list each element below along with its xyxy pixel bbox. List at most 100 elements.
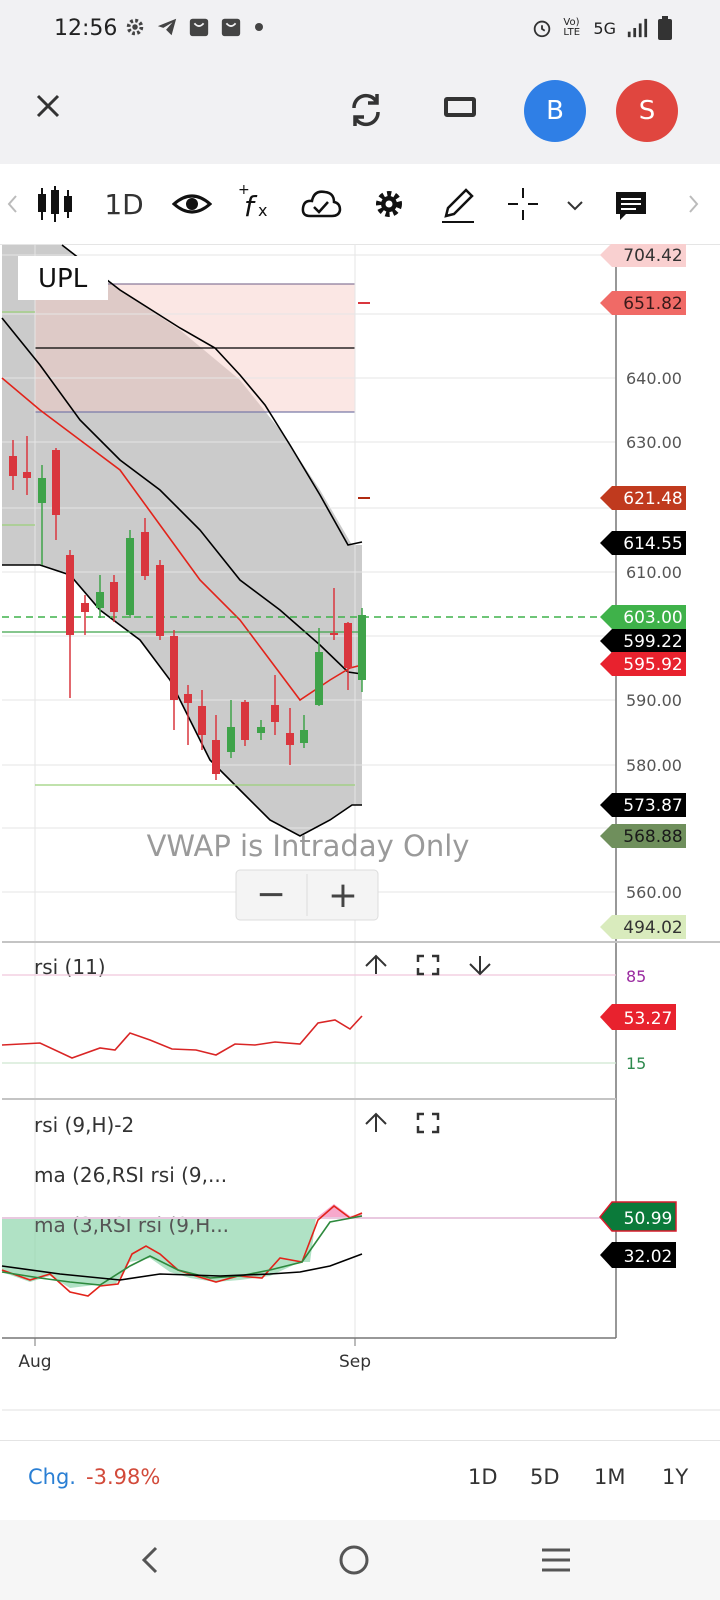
price-badge-label-9: 494.02 — [623, 918, 682, 938]
system-nav-bar — [0, 1520, 720, 1600]
price-badge-8 — [600, 824, 686, 848]
candle-body-17 — [257, 727, 265, 733]
close-icon[interactable] — [34, 92, 62, 120]
menu-icon[interactable] — [538, 1544, 574, 1576]
bollinger-lower — [2, 564, 362, 837]
price-tick-3: 590.00 — [626, 691, 682, 710]
range-1y[interactable]: 1Y — [662, 1465, 689, 1489]
price-grid — [2, 244, 616, 1338]
status-right-icons: Vo) LTE 5G — [531, 16, 672, 40]
price-badge-4 — [600, 605, 686, 629]
candle-body-24 — [358, 615, 366, 680]
bollinger-middle — [1, 317, 363, 675]
chart-canvas[interactable]: UPL 640.00 630.00 610.00 590.00 580.00 560.00… — [0, 243, 720, 1440]
x-label-aug: Aug — [18, 1352, 51, 1372]
back-icon[interactable] — [136, 1544, 162, 1576]
pencil-icon[interactable] — [440, 182, 476, 226]
price-badge-0 — [600, 243, 686, 267]
status-left-icons — [124, 16, 266, 38]
price-badge-label-6: 595.92 — [623, 655, 682, 675]
price-badge-label-7: 573.87 — [623, 796, 682, 816]
chevron-down-icon[interactable] — [564, 182, 586, 226]
crosshair-icon[interactable] — [506, 182, 540, 226]
refresh-icon[interactable] — [346, 90, 386, 130]
range-1m[interactable]: 1M — [594, 1465, 626, 1489]
chart-area[interactable]: UPL 640.00 630.00 610.00 590.00 580.00 560.00… — [0, 243, 720, 1440]
avatar-s[interactable]: S — [616, 80, 678, 142]
vwap-note: VWAP is Intraday Only — [147, 829, 470, 863]
change-value: -3.98% — [86, 1465, 161, 1489]
shopping-bag-icon — [189, 18, 209, 37]
expand-icon[interactable] — [416, 1112, 440, 1134]
gear-icon[interactable] — [372, 182, 406, 226]
moving-average-red — [1, 377, 363, 702]
network-label: Vo) LTE — [563, 17, 581, 38]
signal-icon — [627, 18, 648, 38]
avatar-b-letter: B — [546, 96, 564, 126]
price-badge-label-0: 704.42 — [623, 246, 682, 266]
home-icon[interactable] — [336, 1542, 372, 1578]
price-badges: 704.42 651.82 621.48 614.55 603.00 599.22 595.… — [600, 243, 686, 939]
zoom-out-button[interactable]: − — [256, 874, 286, 915]
bottom-info-bar: Chg. -3.98% 1D 5D 1M 1Y — [0, 1440, 720, 1521]
fx-icon[interactable]: +f x — [238, 182, 274, 226]
cloud-check-icon[interactable] — [300, 182, 342, 226]
gear-icon — [126, 18, 144, 36]
price-badge-label-8: 568.88 — [623, 827, 682, 847]
rsi-level-15: 15 — [626, 1054, 646, 1073]
candle-body-9 — [141, 532, 149, 576]
rsi2-pink-fill — [316, 1204, 362, 1218]
symbol-label: UPL — [38, 264, 88, 294]
candle-body-18 — [271, 705, 279, 722]
price-badge-7 — [600, 793, 686, 817]
price-tick-0: 640.00 — [626, 369, 682, 388]
eye-icon[interactable] — [172, 182, 212, 226]
expand-icon[interactable] — [416, 954, 440, 976]
candle-body-4 — [66, 555, 74, 635]
interval-button[interactable]: 1D — [104, 182, 144, 226]
candle-body-10 — [156, 565, 164, 636]
battery-icon — [658, 16, 672, 40]
app-top-bar: B S — [0, 62, 720, 165]
candle-body-15 — [227, 727, 235, 752]
avatar-b[interactable]: B — [524, 80, 586, 142]
chevron-right-icon[interactable] — [684, 182, 704, 226]
candle-body-5 — [81, 603, 89, 612]
rsi-value-text: 53.27 — [624, 1009, 673, 1029]
rsi2-green-badge: 50.99 — [599, 1201, 677, 1232]
price-badge-label-3: 614.55 — [623, 534, 682, 554]
window-toggle-icon[interactable] — [444, 97, 476, 117]
price-badge-label-5: 599.22 — [623, 632, 682, 652]
price-badge-label-1: 651.82 — [623, 294, 682, 314]
candle-body-7 — [110, 582, 118, 612]
x-label-sep: Sep — [339, 1352, 371, 1372]
telegram-icon — [157, 18, 177, 36]
comment-icon[interactable] — [614, 182, 648, 226]
price-axis-ticks: 640.00 630.00 610.00 590.00 580.00 560.00 — [626, 369, 682, 902]
svg-text:+: + — [238, 182, 250, 198]
arrow-up-icon[interactable] — [365, 1112, 387, 1132]
chevron-left-icon[interactable] — [4, 182, 20, 226]
range-1d[interactable]: 1D — [468, 1465, 498, 1489]
range-5d[interactable]: 5D — [530, 1465, 560, 1489]
price-tick-1: 630.00 — [626, 433, 682, 452]
candlestick-icon[interactable] — [36, 182, 74, 226]
price-badge-6 — [600, 652, 686, 676]
arrow-down-icon[interactable] — [469, 956, 491, 976]
candle-body-20 — [300, 730, 308, 743]
rsi-line — [1, 1015, 363, 1059]
rsi2-title: rsi (9,H)-2 — [34, 1113, 134, 1137]
price-badge-3 — [600, 531, 686, 555]
dot-icon — [255, 23, 263, 31]
arrow-up-icon[interactable] — [365, 954, 387, 974]
candle-body-2 — [38, 478, 46, 503]
candle-body-1 — [23, 472, 31, 478]
price-badge-5 — [600, 629, 686, 653]
bollinger-band-fill — [2, 245, 362, 836]
rsi2-green-badge-text: 50.99 — [624, 1209, 673, 1229]
price-badge-9 — [600, 915, 686, 939]
zoom-in-button[interactable]: + — [328, 875, 358, 916]
price-tick-2: 610.00 — [626, 563, 682, 582]
candle-body-23 — [344, 623, 352, 668]
candle-body-21 — [315, 652, 323, 705]
